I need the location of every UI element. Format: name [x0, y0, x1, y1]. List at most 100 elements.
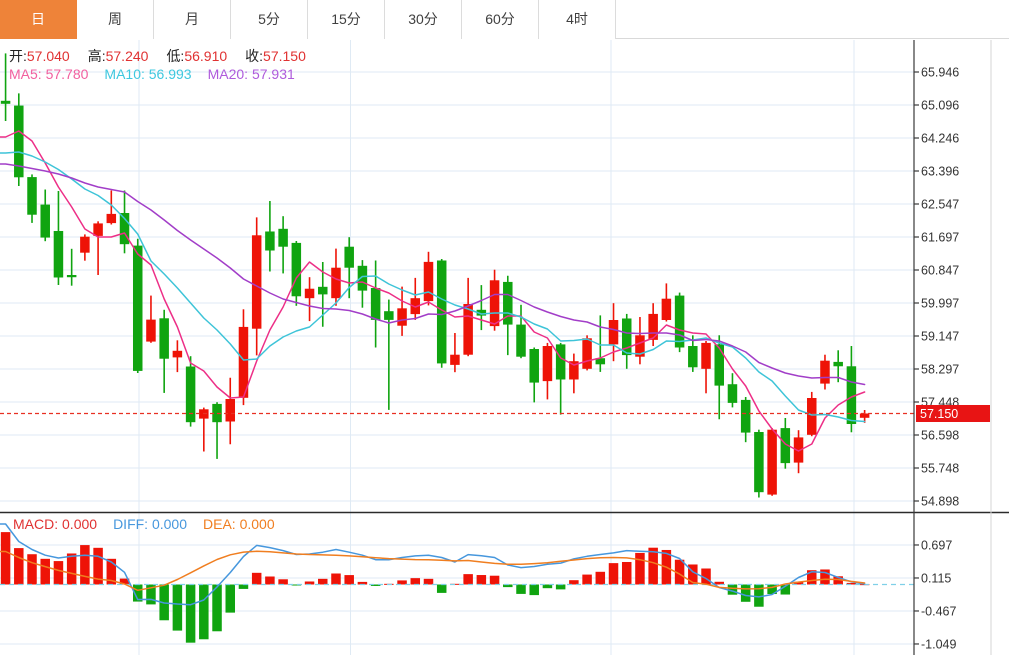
macd-bar [820, 569, 830, 585]
macd-bar [93, 547, 103, 585]
y-axis-label: 59.997 [921, 297, 959, 311]
candle-body [80, 236, 90, 253]
tab-月[interactable]: 月 [154, 0, 231, 39]
macd-bar [714, 581, 724, 585]
tab-5分[interactable]: 5分 [231, 0, 308, 39]
candle-body [185, 366, 196, 423]
candle-body [357, 265, 368, 291]
y-axis-label: 60.847 [921, 264, 959, 278]
macd-bar [410, 578, 421, 585]
y-axis-label: 56.598 [921, 429, 959, 443]
tab-30分[interactable]: 30分 [385, 0, 462, 39]
legend-item: 低:56.910 [166, 48, 228, 64]
candle-body [370, 288, 381, 320]
macd-bar [582, 574, 592, 585]
macd-bar [555, 584, 566, 590]
tab-日[interactable]: 日 [0, 0, 77, 39]
legend-item: MA10: 56.993 [104, 66, 192, 82]
macd-bar [357, 581, 368, 585]
interval-tabbar: 日周月 5分 15分 30分 60分 4时 [0, 0, 1009, 39]
candle-body [635, 335, 645, 357]
candle-body [503, 281, 513, 325]
candle-body [397, 308, 407, 326]
ma-line-ma5 [0, 130, 866, 452]
candle-body [450, 354, 460, 365]
macd-bar [119, 578, 130, 585]
macd-bar [529, 584, 539, 596]
candle-body [66, 275, 77, 278]
candle-body [661, 298, 672, 321]
macd-bar [621, 561, 632, 585]
macd-bar [132, 584, 143, 602]
macd-bar [595, 571, 606, 585]
macd-bar [463, 574, 473, 585]
macd-bar [14, 548, 24, 585]
y-axis-label: 0.115 [921, 571, 951, 585]
macd-bar [727, 584, 738, 595]
y-axis-label: -1.049 [921, 637, 956, 651]
y-axis-label: 65.946 [921, 66, 959, 80]
macd-bar [185, 584, 196, 643]
candle-body [27, 177, 37, 215]
candle-body [172, 350, 183, 358]
legend-item: DEA: 0.000 [203, 516, 275, 532]
macd-bar [344, 575, 354, 585]
macd-bar [304, 581, 315, 585]
tab-15分[interactable]: 15分 [308, 0, 385, 39]
y-axis-label: 61.697 [921, 231, 959, 245]
macd-bar [27, 554, 37, 585]
candle-body [0, 100, 11, 104]
last-price-tag-label: 57.150 [920, 407, 958, 421]
candle-body [93, 223, 103, 236]
tab-60分[interactable]: 60分 [462, 0, 539, 39]
macd-bar [146, 584, 156, 605]
macd-bar [318, 578, 328, 585]
candle-body [555, 344, 566, 380]
candle-body [304, 288, 315, 299]
macd-bar [238, 584, 249, 589]
candle-body [529, 349, 539, 383]
macd-bar [436, 584, 447, 593]
y-axis-label: 64.246 [921, 132, 959, 146]
candle-body [701, 342, 711, 369]
macd-bar [40, 558, 50, 585]
macd-bar [66, 553, 77, 585]
tab-周[interactable]: 周 [77, 0, 154, 39]
macd-bar [608, 563, 619, 585]
macd-bar [212, 584, 222, 632]
diff-line [0, 523, 866, 606]
candle-body [344, 246, 354, 268]
macd-bar [489, 575, 500, 585]
macd-bar [793, 581, 804, 585]
y-axis-label: 54.898 [921, 495, 959, 509]
tab-4时[interactable]: 4时 [539, 0, 616, 39]
candle-body [251, 235, 262, 329]
macd-bar [291, 584, 302, 586]
last-price-tag [916, 404, 990, 422]
candle-body [793, 437, 804, 463]
candle-body [820, 360, 830, 384]
candle-body [410, 298, 421, 315]
candle-body [727, 384, 738, 403]
candle-body [331, 267, 341, 299]
y-axis-label: -0.467 [921, 604, 956, 618]
y-axis-label: 0.697 [921, 538, 952, 552]
y-axis-label: 63.396 [921, 165, 959, 179]
macd-bar [635, 552, 645, 585]
macd-bar [265, 576, 275, 585]
candle-body [569, 361, 579, 380]
macd-bar [476, 575, 487, 585]
macd-bar [542, 584, 553, 589]
candle-body [542, 346, 553, 382]
candle-body [384, 311, 394, 320]
candle-body [436, 260, 447, 364]
candle-body [318, 286, 328, 295]
macd-bar [767, 584, 777, 595]
candle-body [489, 280, 500, 327]
candle-body [648, 313, 658, 340]
candle-body [159, 318, 169, 359]
legend-item: 开:57.040 [9, 48, 70, 64]
macd-bar [569, 580, 579, 585]
